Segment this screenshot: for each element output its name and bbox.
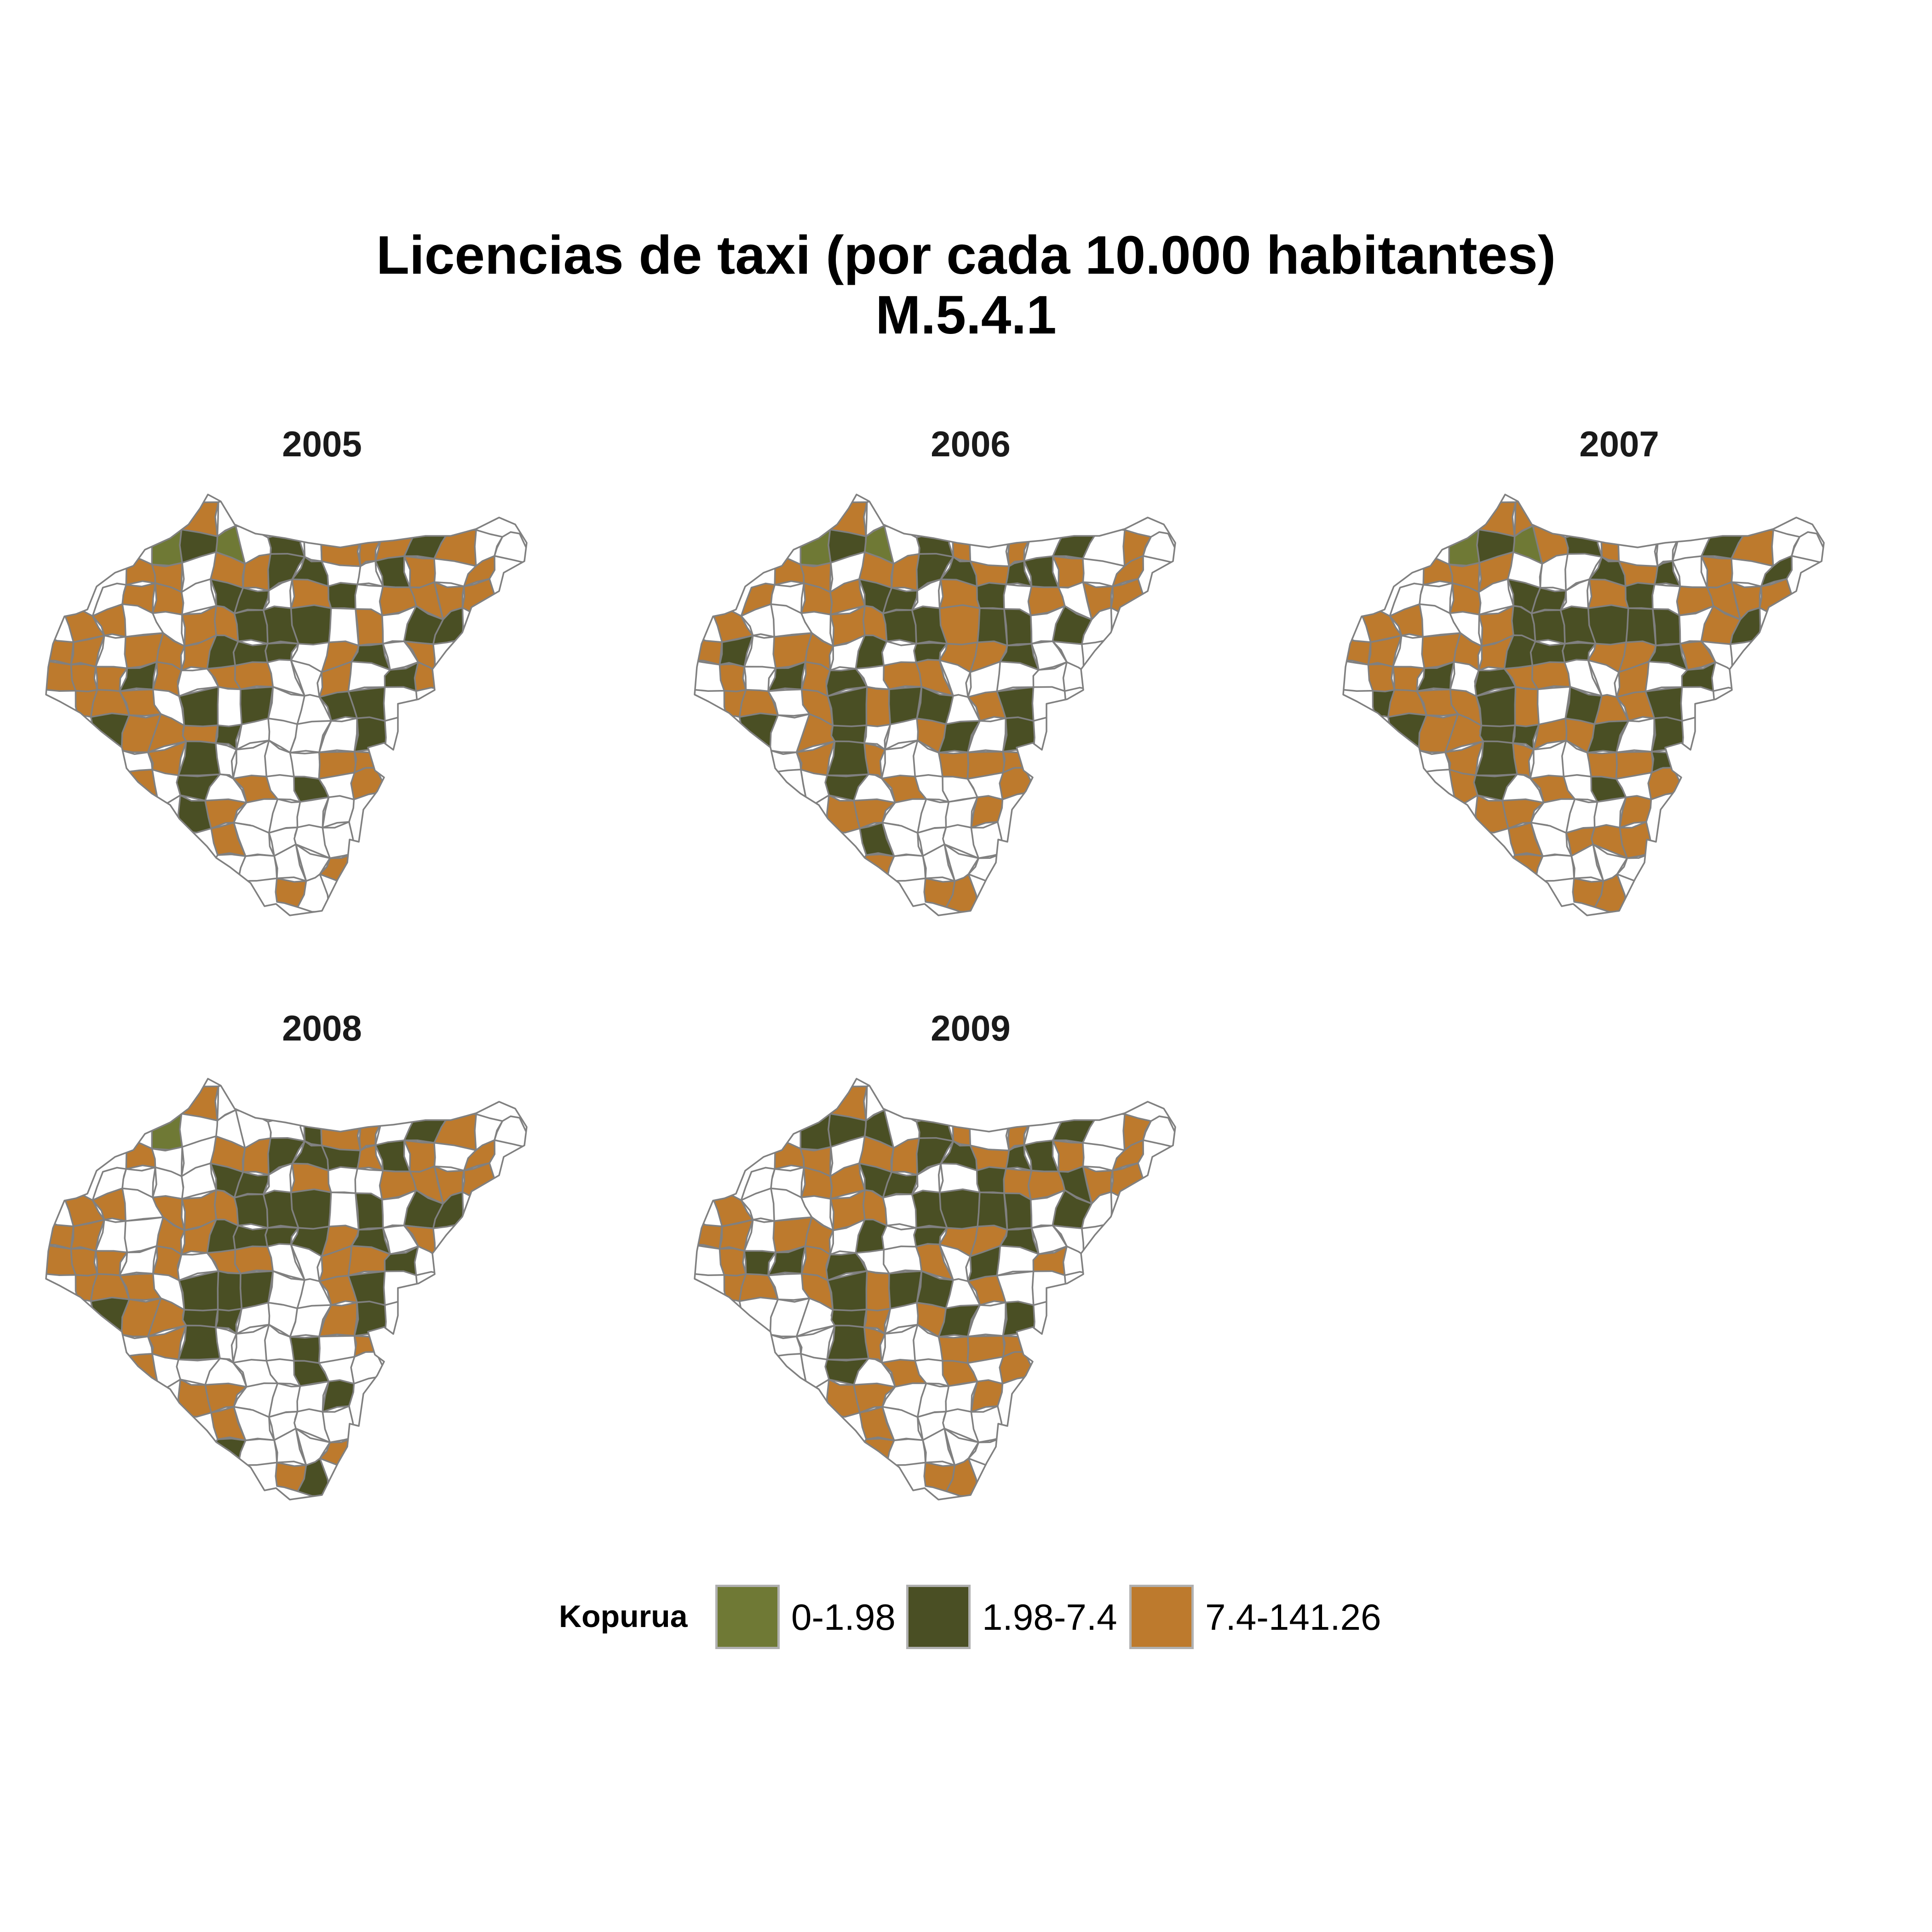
municipality-region — [290, 604, 334, 646]
municipality-region — [1624, 582, 1656, 610]
municipality-region — [1479, 724, 1516, 744]
municipality-region — [234, 661, 274, 690]
municipality-region — [124, 1137, 156, 1170]
municipality-region — [233, 1193, 269, 1229]
municipality-region — [234, 1245, 274, 1275]
province-outline — [45, 494, 528, 916]
municipality-region — [46, 1217, 75, 1250]
municipality-region — [233, 609, 269, 645]
municipality-region — [182, 1308, 219, 1328]
municipality-region — [70, 1248, 98, 1279]
municipality-region — [327, 582, 358, 610]
municipality-region — [1617, 529, 1660, 568]
municipality-region — [797, 1112, 832, 1151]
choropleth-map-2008 — [45, 1078, 528, 1501]
municipality-region — [976, 1166, 1007, 1194]
municipality-region — [290, 1188, 334, 1230]
choropleth-map-2006 — [694, 494, 1176, 916]
municipality-region — [772, 552, 805, 586]
municipality-region — [882, 609, 918, 645]
municipality-region — [772, 1137, 805, 1170]
municipality-region — [1142, 531, 1175, 566]
municipality-region — [151, 769, 181, 806]
municipality-region — [883, 1245, 923, 1275]
choropleth-map-2009 — [694, 1078, 1176, 1501]
province-outline — [694, 494, 1176, 916]
municipality-region — [1343, 633, 1372, 666]
municipality-region — [355, 608, 384, 647]
province-outline — [45, 1078, 528, 1501]
municipality-region — [719, 1248, 747, 1279]
title-line-1: Licencias de taxi (por cada 10.000 habit… — [376, 225, 1556, 286]
title-line-2: M.5.4.1 — [875, 285, 1057, 345]
municipality-region — [70, 663, 98, 695]
municipality-region — [494, 1115, 527, 1150]
municipality-region — [328, 607, 360, 647]
municipality-region — [797, 528, 832, 567]
panel-label-2009: 2009 — [931, 1008, 1011, 1048]
municipality-region — [977, 1191, 1008, 1231]
municipality-region — [320, 1113, 362, 1152]
municipality-region — [1530, 609, 1566, 645]
municipality-region — [1625, 607, 1657, 647]
province-outline — [694, 1078, 1176, 1501]
municipality-region — [1003, 608, 1033, 647]
municipality-region — [1449, 769, 1478, 806]
map-title: Licencias de taxi (por cada 10.000 habit… — [0, 225, 1932, 345]
municipality-region — [976, 582, 1007, 610]
legend-label-mid: 1.98-7.4 — [982, 1597, 1117, 1638]
municipality-region — [695, 1217, 723, 1250]
legend-label-high: 7.4-141.26 — [1205, 1597, 1381, 1638]
municipality-region — [938, 604, 983, 646]
municipality-region — [149, 528, 183, 567]
municipality-region — [1531, 661, 1571, 690]
municipality-region — [719, 663, 747, 695]
municipality-region — [883, 661, 923, 690]
province-outline — [1342, 494, 1825, 916]
municipality-region — [969, 529, 1011, 568]
municipality-region — [149, 1112, 183, 1151]
municipality-region — [1587, 604, 1631, 646]
municipality-region — [830, 724, 868, 744]
municipality-region — [1652, 608, 1681, 647]
municipality-region — [800, 769, 830, 806]
municipality-region — [938, 1188, 983, 1230]
municipality-region — [494, 531, 527, 566]
panel-label-2007: 2007 — [1579, 424, 1659, 464]
panel-label-2008: 2008 — [282, 1008, 362, 1048]
legend-label-low: 0-1.98 — [791, 1597, 896, 1638]
municipality-region — [182, 724, 219, 744]
municipality-region — [327, 1166, 358, 1194]
municipality-region — [1367, 663, 1396, 695]
panel-label-2005: 2005 — [282, 424, 362, 464]
municipality-region — [355, 1192, 384, 1231]
choropleth-map-2005 — [45, 494, 528, 916]
municipality-region — [1446, 528, 1480, 567]
municipality-region — [1142, 1115, 1175, 1150]
municipality-region — [695, 633, 723, 666]
municipality-region — [151, 1353, 181, 1391]
legend-swatch-mid — [906, 1585, 971, 1649]
legend-swatch-high — [1129, 1585, 1194, 1649]
municipality-region — [882, 1193, 918, 1229]
municipality-region — [1421, 552, 1454, 586]
municipality-region — [977, 607, 1008, 647]
municipality-region — [328, 1191, 360, 1231]
choropleth-map-2007 — [1342, 494, 1825, 916]
legend-swatch-low — [715, 1585, 780, 1649]
municipality-region — [969, 1113, 1011, 1152]
municipality-region — [800, 1353, 830, 1391]
municipality-region — [320, 529, 362, 568]
legend-title: Kopurua — [559, 1599, 688, 1634]
municipality-region — [1003, 1192, 1033, 1231]
municipality-region — [830, 1308, 868, 1328]
municipality-region — [1791, 531, 1824, 566]
panel-label-2006: 2006 — [931, 424, 1011, 464]
municipality-region — [46, 633, 75, 666]
municipality-region — [124, 552, 156, 586]
